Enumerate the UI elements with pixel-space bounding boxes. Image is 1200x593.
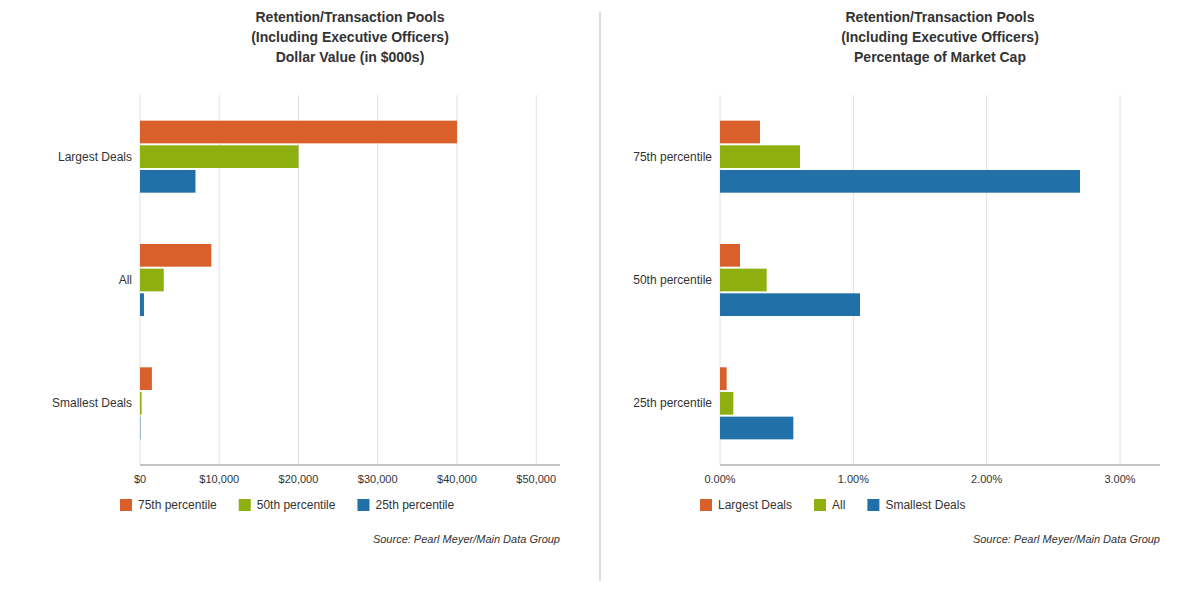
legend-swatch xyxy=(867,499,879,511)
title-line: Retention/Transaction Pools xyxy=(845,9,1034,25)
tick-label: $50,000 xyxy=(516,473,556,485)
divider xyxy=(600,12,601,581)
category-label: 25th percentile xyxy=(633,396,712,410)
grid-line xyxy=(536,95,537,465)
title-line: (Including Executive Officers) xyxy=(841,29,1039,45)
chart-panel: Retention/Transaction Pools (Including Ex… xyxy=(633,9,1160,545)
chart-title: Retention/Transaction Pools (Including Ex… xyxy=(251,9,449,65)
bars xyxy=(720,121,1080,440)
bar xyxy=(140,269,164,292)
bar xyxy=(140,392,142,415)
x-axis-line xyxy=(720,465,1160,466)
tick-label: $20,000 xyxy=(279,473,319,485)
tick-label: 1.00% xyxy=(838,473,869,485)
legend-label: 25th percentile xyxy=(375,498,454,512)
grid-line xyxy=(377,95,378,465)
legend: Largest Deals All Smallest Deals xyxy=(700,498,965,512)
legend-swatch xyxy=(120,499,132,511)
bar xyxy=(720,293,860,316)
category-label: 50th percentile xyxy=(633,273,712,287)
grid-line xyxy=(1120,95,1121,465)
chart-title: Retention/Transaction Pools (Including Ex… xyxy=(841,9,1039,65)
tick-label: 2.00% xyxy=(971,473,1002,485)
bar xyxy=(720,121,760,144)
x-axis-line xyxy=(140,465,560,466)
bar xyxy=(720,417,793,440)
legend: 75th percentile 50th percentile 25th perce… xyxy=(120,498,455,512)
grid-line xyxy=(456,95,457,465)
source-note: Source: Pearl Meyer/Main Data Group xyxy=(973,533,1160,545)
category-label: All xyxy=(119,273,132,287)
bar xyxy=(140,121,457,144)
tick-label: $0 xyxy=(134,473,146,485)
legend-swatch xyxy=(700,499,712,511)
bar xyxy=(720,392,733,415)
chart-panel: Retention/Transaction Pools (Including Ex… xyxy=(52,9,560,545)
legend-label: Smallest Deals xyxy=(885,498,965,512)
tick-label: 3.00% xyxy=(1104,473,1135,485)
category-label: Largest Deals xyxy=(58,150,132,164)
tick-label: 0.00% xyxy=(704,473,735,485)
bars xyxy=(140,121,457,440)
legend-label: Largest Deals xyxy=(718,498,792,512)
legend-swatch xyxy=(814,499,826,511)
tick-label: $40,000 xyxy=(437,473,477,485)
bar xyxy=(720,367,727,390)
bar xyxy=(720,269,767,292)
bar xyxy=(140,417,141,440)
bar xyxy=(140,293,144,316)
legend-label: All xyxy=(832,498,845,512)
category-label: 75th percentile xyxy=(633,150,712,164)
bar xyxy=(140,244,211,267)
grid-line xyxy=(986,95,987,465)
bar xyxy=(140,145,298,168)
bar xyxy=(720,244,740,267)
title-line: Percentage of Market Cap xyxy=(854,49,1026,65)
legend-swatch xyxy=(239,499,251,511)
tick-label: $30,000 xyxy=(358,473,398,485)
bar xyxy=(140,170,195,193)
title-line: Retention/Transaction Pools xyxy=(255,9,444,25)
title-line: Dollar Value (in $000s) xyxy=(276,49,425,65)
legend-label: 50th percentile xyxy=(257,498,336,512)
tick-label: $10,000 xyxy=(199,473,239,485)
bar xyxy=(720,170,1080,193)
grid-line xyxy=(853,95,854,465)
category-label: Smallest Deals xyxy=(52,396,132,410)
source-note: Source: Pearl Meyer/Main Data Group xyxy=(373,533,560,545)
bar xyxy=(720,145,800,168)
legend-swatch xyxy=(357,499,369,511)
legend-label: 75th percentile xyxy=(138,498,217,512)
title-line: (Including Executive Officers) xyxy=(251,29,449,45)
bar xyxy=(140,367,152,390)
